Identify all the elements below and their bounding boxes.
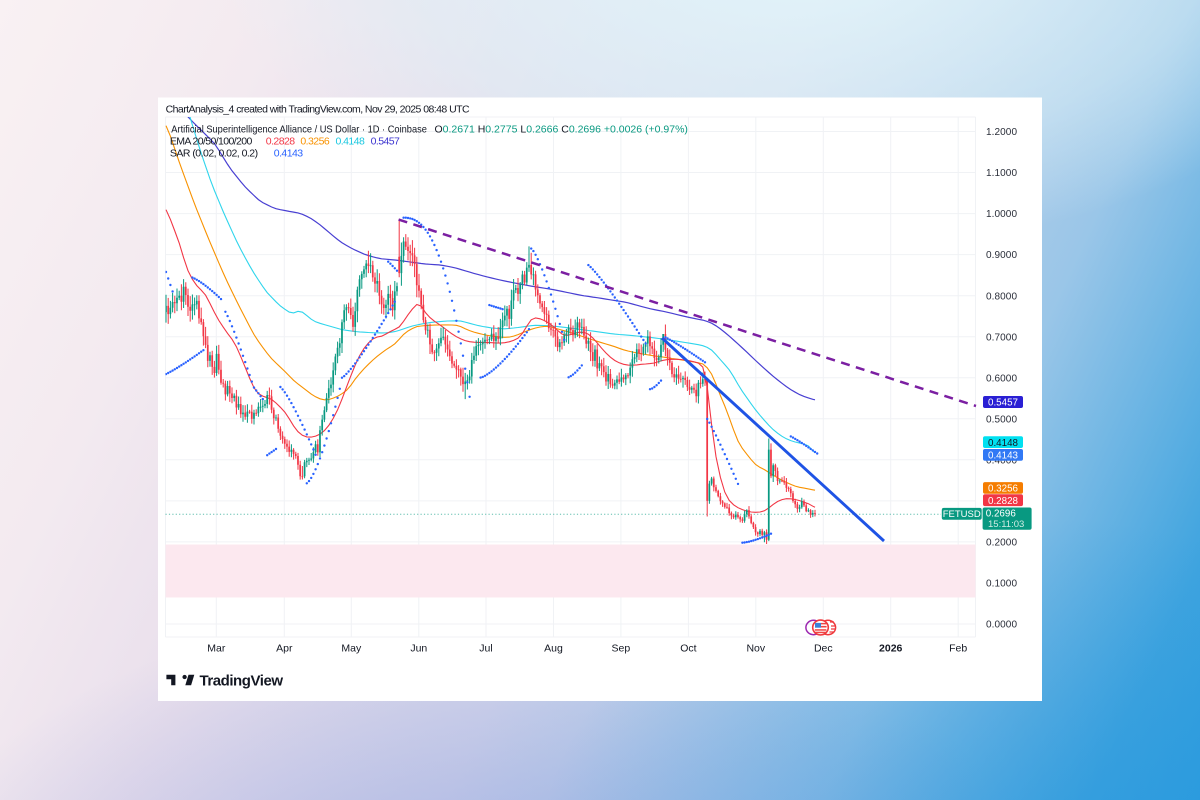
svg-text:Nov: Nov: [746, 643, 765, 655]
svg-text:Aug: Aug: [544, 643, 563, 655]
svg-text:0.2000: 0.2000: [986, 538, 1017, 549]
svg-text:0.1000: 0.1000: [986, 579, 1017, 590]
svg-text:Mar: Mar: [207, 643, 226, 655]
svg-text:Sep: Sep: [612, 643, 631, 655]
svg-text:1.2000: 1.2000: [986, 127, 1017, 138]
svg-text:0.4143: 0.4143: [988, 451, 1019, 462]
svg-text:EMA 20/50/100/200: EMA 20/50/100/200: [170, 136, 253, 148]
svg-text:0.9000: 0.9000: [986, 250, 1017, 261]
svg-text:0.3256: 0.3256: [300, 136, 329, 148]
svg-text:0.7000: 0.7000: [986, 332, 1017, 343]
svg-text:0.2828: 0.2828: [266, 136, 295, 148]
svg-text:Feb: Feb: [949, 643, 967, 655]
svg-text:May: May: [341, 643, 362, 655]
svg-text:0.4143: 0.4143: [274, 147, 303, 159]
svg-text:0.6000: 0.6000: [986, 373, 1017, 384]
svg-text:0.8000: 0.8000: [986, 291, 1017, 302]
svg-text:0.3256: 0.3256: [988, 484, 1019, 495]
svg-text:15:11:03: 15:11:03: [988, 519, 1024, 530]
svg-text:FETUSD: FETUSD: [943, 509, 981, 520]
svg-text:Jul: Jul: [479, 643, 492, 655]
svg-text:Dec: Dec: [814, 643, 833, 655]
svg-text:1.1000: 1.1000: [986, 168, 1017, 179]
svg-text:O0.2671 H0.2775 L0.2666 C0.269: O0.2671 H0.2775 L0.2666 C0.2696 +0.0026 …: [435, 123, 688, 135]
svg-text:Jun: Jun: [410, 643, 427, 655]
svg-text:ChartAnalysis_4 created with T: ChartAnalysis_4 created with TradingView…: [166, 104, 470, 116]
svg-text:0.5000: 0.5000: [986, 414, 1017, 425]
svg-text:SAR (0.02, 0.02, 0.2): SAR (0.02, 0.02, 0.2): [170, 147, 258, 159]
svg-text:TradingView: TradingView: [200, 672, 284, 689]
svg-text:0.4000: 0.4000: [986, 455, 1017, 466]
svg-text:Artificial Superintelligence A: Artificial Superintelligence Alliance / …: [171, 123, 427, 135]
svg-text:0.4148: 0.4148: [336, 136, 365, 148]
svg-text:2026: 2026: [879, 643, 903, 655]
svg-text:0.5457: 0.5457: [371, 136, 400, 148]
svg-text:0.2828: 0.2828: [988, 496, 1019, 507]
svg-text:Oct: Oct: [680, 643, 696, 655]
svg-text:0.2696: 0.2696: [986, 509, 1017, 520]
svg-text:1.0000: 1.0000: [986, 209, 1017, 220]
svg-text:0.5457: 0.5457: [988, 398, 1018, 409]
svg-text:Apr: Apr: [276, 643, 293, 655]
svg-text:0.4148: 0.4148: [988, 438, 1019, 449]
svg-text:0.0000: 0.0000: [986, 620, 1017, 631]
